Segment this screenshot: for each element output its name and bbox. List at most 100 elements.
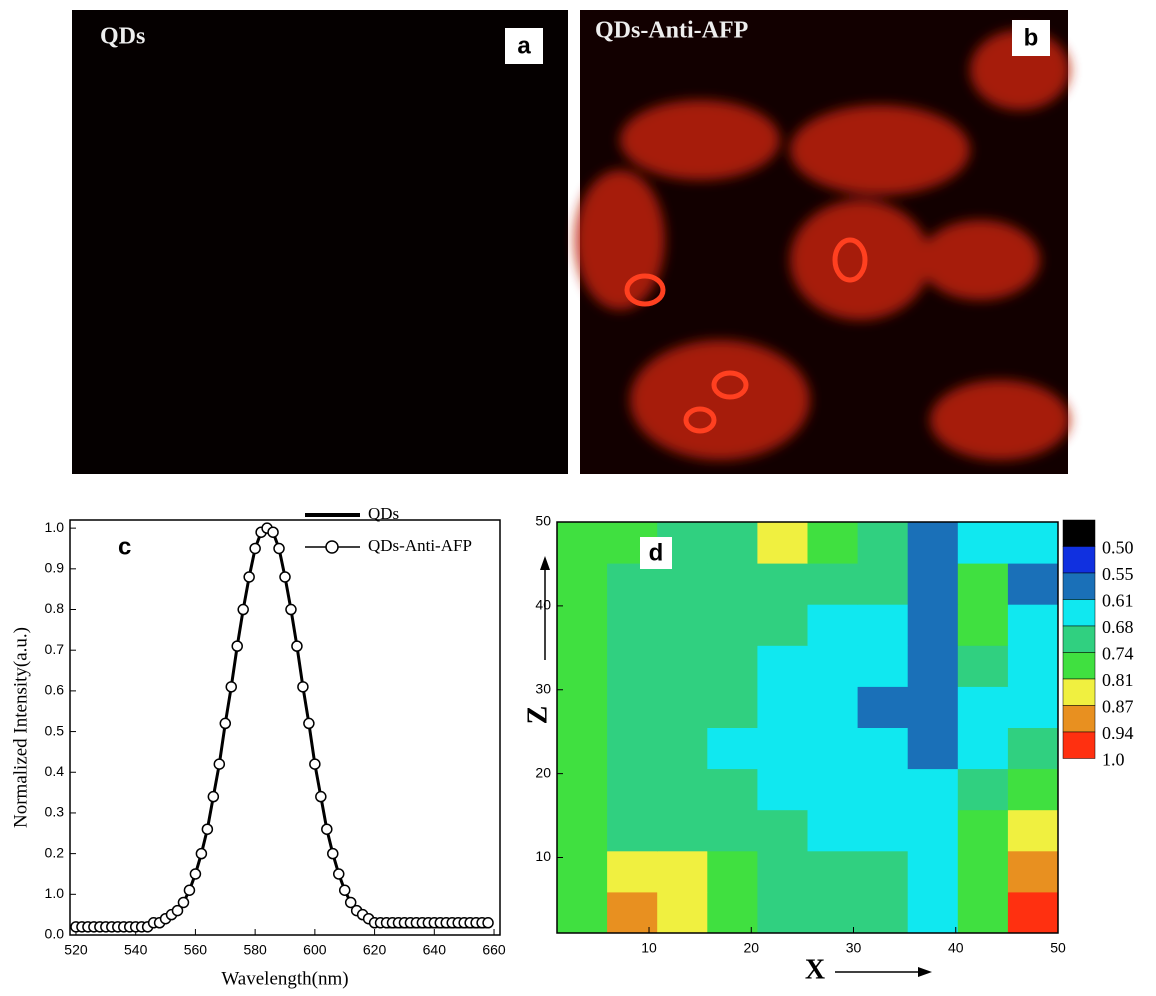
data-point [177,896,190,909]
contour-cell [1007,768,1059,811]
contour-cell [557,809,608,852]
contour-cell [1007,604,1059,646]
data-point [243,571,255,583]
contour-cell [907,809,959,852]
colorbar-label: 0.68 [1102,617,1134,637]
data-point [213,758,226,770]
contour-cell [757,645,808,687]
contour-cell [707,604,758,646]
contour-cell [657,727,708,770]
data-point [273,542,285,555]
contour-cell [607,686,658,728]
contour-cell [557,563,608,605]
contour-cell [607,768,658,811]
axis-arrow-head [918,967,932,977]
contour-cell [957,522,1009,564]
contour-cell [907,686,959,728]
contour-cell [1007,563,1059,605]
panel-label: b [1024,24,1039,51]
contour-cell [757,686,808,728]
contour-cell [807,850,859,893]
contour-cell [707,809,758,852]
panel-label: c [118,533,131,560]
colorbar-swatch [1062,652,1096,680]
contour-cell [907,768,959,811]
data-point [303,717,315,730]
contour-cell [707,891,758,934]
data-point [237,603,249,616]
contour-cell [657,768,708,811]
y-tick-label: 0.2 [45,844,65,860]
plot-frame [69,519,501,936]
colorbar-label: 0.55 [1102,564,1134,584]
x-tick-label: 40 [948,940,964,956]
data-point [344,896,357,909]
colorbar-label: 0.94 [1102,723,1134,743]
contour-cell [907,563,959,605]
data-point [207,790,220,803]
data-point [267,526,279,538]
x-axis-label: Wavelength(nm) [221,968,348,989]
contour-cell [557,645,608,687]
data-point [231,640,243,652]
contour-cell [607,604,658,646]
contour-cell [607,645,658,687]
contour-cell [807,563,859,605]
contour-cell [857,522,909,564]
contour-cell [807,522,859,564]
legend-label: QDs-Anti-AFP [368,536,472,555]
contour-cell [957,645,1009,687]
contour-cell [657,891,708,934]
contour-cell [857,809,909,852]
data-point [249,542,261,555]
contour-cell [707,768,758,811]
colorbar-label: 0.61 [1102,591,1134,611]
x-tick-label: 540 [124,942,148,958]
x-axis-label: X [805,954,825,985]
data-point [338,884,351,896]
panel-label: d [649,539,664,566]
y-tick-label: 50 [535,513,551,529]
contour-cell [1007,686,1059,728]
contour-cell [857,891,909,934]
panel-label-box [640,537,672,569]
contour-cell [1007,522,1059,564]
contour-cell [907,891,959,934]
data-point [482,917,494,929]
contour-cell [957,727,1009,770]
contour-cell [907,522,959,564]
series-line [75,526,489,929]
contour-cell [907,727,959,770]
plot-frame [556,521,1059,934]
data-point [225,681,237,693]
contour-cell [807,727,859,770]
data-point [201,823,214,835]
contour-cell [907,850,959,893]
x-tick-label: 20 [743,940,759,956]
x-tick-label: 600 [303,942,327,958]
contour-cell [857,604,909,646]
contour-cell [657,563,708,605]
panel-title: QDs-Anti-AFP [595,18,748,44]
colorbar-swatch [1062,546,1096,574]
contour-cell [757,850,808,893]
y-tick-label: 40 [535,597,551,613]
data-point [321,823,333,835]
colorbar-label: 1.0 [1102,750,1125,770]
contour-cell [657,809,708,852]
data-point [195,847,208,860]
colorbar-swatch [1062,731,1096,759]
colorbar-swatch [1062,599,1096,627]
data-point [183,884,196,896]
data-point [333,868,345,880]
contour-cell [857,727,909,770]
contour-cell [857,686,909,728]
colorbar-label: 0.87 [1102,697,1134,717]
y-tick-label: 10 [535,848,551,864]
panel-title: QDs [100,24,145,50]
contour-cell [857,645,909,687]
contour-cell [807,686,859,728]
data-point [327,847,339,860]
panel-label-box [505,28,543,64]
